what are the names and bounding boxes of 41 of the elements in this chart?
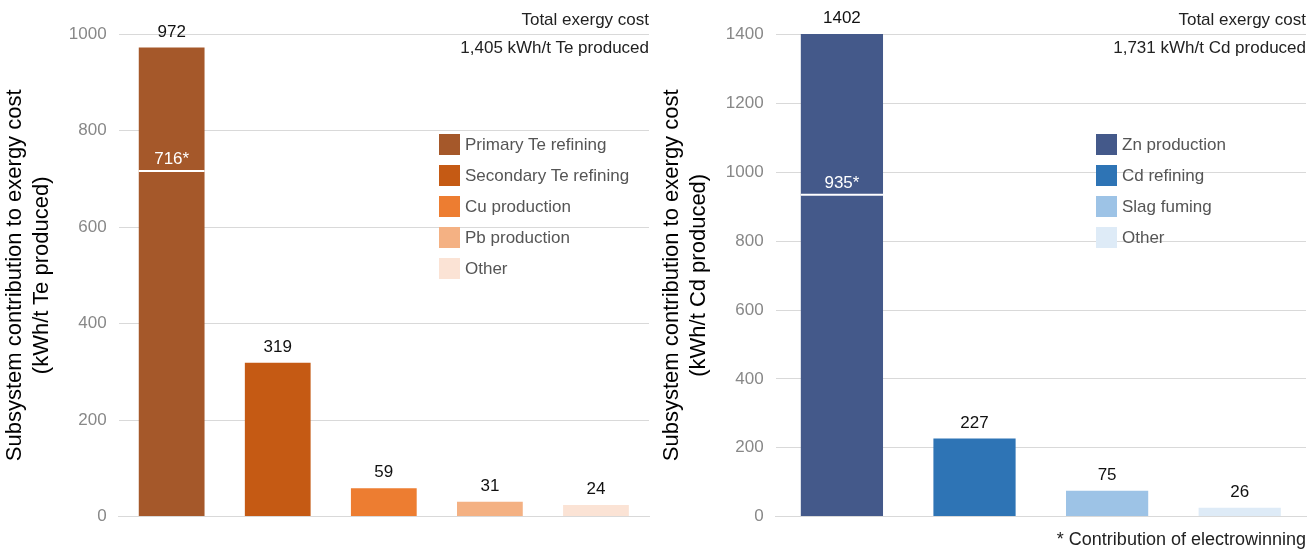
data-label: 319 <box>263 336 292 356</box>
data-label: 59 <box>374 462 394 482</box>
y-tick-label: 200 <box>78 409 107 429</box>
data-label: 1402 <box>823 8 861 28</box>
legend-label: Secondary Te refining <box>465 165 630 185</box>
legend-label: Pb production <box>465 227 570 247</box>
y-tick-label: 600 <box>78 216 107 236</box>
y-tick-label: 400 <box>78 313 107 333</box>
data-label: 75 <box>1097 464 1117 484</box>
data-label: 24 <box>586 479 606 499</box>
y-tick-label: 1200 <box>725 93 764 113</box>
y-tick-label: 1400 <box>725 24 764 44</box>
data-label: 31 <box>480 475 500 495</box>
chart-subtitle: 1,731 kWh/t Cd produced <box>1113 38 1306 58</box>
legend-label: Other <box>1122 227 1165 247</box>
y-tick-label: 400 <box>735 368 764 388</box>
y-tick-label: 1000 <box>725 162 764 182</box>
legend-label: Cu production <box>465 196 571 216</box>
legend-label: Slag fuming <box>1122 196 1212 216</box>
chart-subtitle: 1,405 kWh/t Te produced <box>460 38 649 58</box>
y-tick-label: 800 <box>735 230 764 250</box>
ref-line-label: 716* <box>154 149 190 169</box>
y-tick-label: 0 <box>97 506 107 526</box>
data-label: 227 <box>960 412 989 432</box>
legend-label: Other <box>465 258 508 278</box>
data-label: 26 <box>1230 481 1250 501</box>
data-label: 972 <box>157 21 186 41</box>
chart-title: Total exergy cost <box>521 10 650 30</box>
legend-label: Primary Te refining <box>465 134 607 154</box>
y-tick-label: 600 <box>735 299 764 319</box>
chart-title: Total exergy cost <box>1178 10 1307 30</box>
text: * Contribution of electrowinning <box>1056 528 1306 549</box>
y-tick-label: 200 <box>735 437 764 457</box>
y-axis-title: Subsystem contribution to exergy cost (kWh/t Cd produced) <box>658 89 710 462</box>
y-tick-label: 0 <box>754 506 764 526</box>
y-axis-title: Subsystem contribution to exergy cost (kWh/t Te produced) <box>1 89 53 462</box>
legend-label: Cd refining <box>1122 165 1205 185</box>
ref-line-label: 935* <box>824 172 860 192</box>
legend-label: Zn production <box>1122 134 1226 154</box>
y-tick-label: 800 <box>78 120 107 140</box>
y-tick-label: 1000 <box>68 23 107 43</box>
